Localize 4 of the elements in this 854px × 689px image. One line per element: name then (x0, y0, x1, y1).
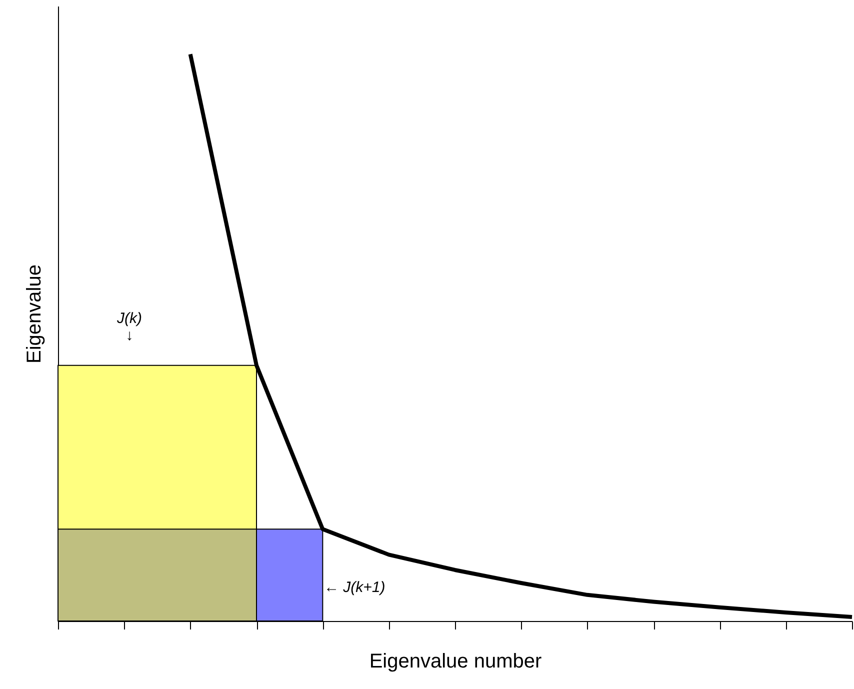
y-axis-title: Eigenvalue (24, 264, 46, 364)
annotation: J(k) ↓ (116, 310, 142, 344)
annotation: ← J(k+1) (324, 579, 386, 596)
x-axis-title: Eigenvalue number (369, 650, 542, 672)
